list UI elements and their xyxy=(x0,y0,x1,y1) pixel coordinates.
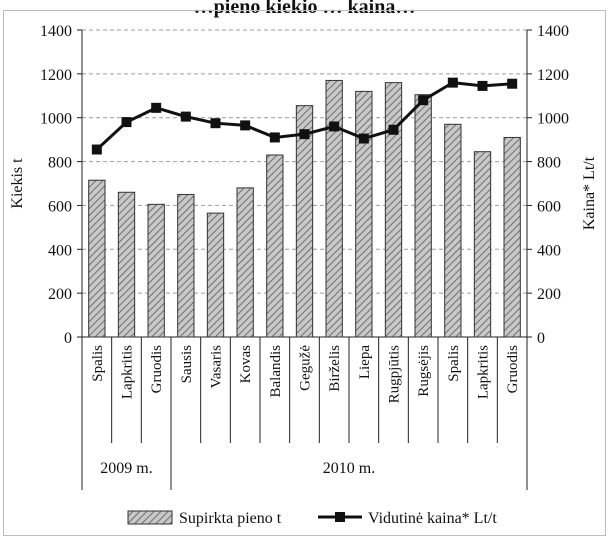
right-tick-label: 600 xyxy=(537,198,561,215)
right-tick-label: 800 xyxy=(537,155,561,172)
right-tick-label: 400 xyxy=(537,242,561,259)
right-tick-label: 1400 xyxy=(537,23,569,40)
line-point xyxy=(240,120,251,131)
bar xyxy=(88,179,106,338)
right-tick-label: 1000 xyxy=(537,111,569,128)
y-axis-title-left: Kiekis t xyxy=(9,158,26,209)
line-point xyxy=(151,102,162,113)
line-point xyxy=(210,118,221,129)
bar xyxy=(177,193,195,338)
left-tick-label: 200 xyxy=(48,286,72,303)
legend-bar-swatch xyxy=(127,510,173,525)
left-tick-label: 800 xyxy=(48,155,72,172)
right-tick-label: 1200 xyxy=(537,67,569,84)
left-tick-label: 600 xyxy=(48,198,72,215)
left-tick-label: 1400 xyxy=(40,23,72,40)
category-label: Balandis xyxy=(268,345,284,398)
category-label: Liepa xyxy=(357,345,373,379)
legend-line-marker xyxy=(335,512,345,522)
category-label: Vasaris xyxy=(209,345,225,388)
category-label: Gruodis xyxy=(149,345,165,393)
bar xyxy=(117,191,136,338)
group-label: 2010 m. xyxy=(323,460,375,477)
line-point xyxy=(418,95,429,106)
right-tick-label: 0 xyxy=(537,330,545,347)
left-tick-label: 0 xyxy=(64,330,72,347)
bar xyxy=(503,136,521,338)
bar xyxy=(414,94,432,338)
bar xyxy=(147,203,165,338)
category-label: Gruodis xyxy=(505,345,521,393)
bar xyxy=(473,151,492,338)
chart-border xyxy=(3,10,606,536)
bar xyxy=(295,105,314,338)
bar xyxy=(236,187,254,338)
category-label: Kovas xyxy=(238,345,254,383)
line-point xyxy=(358,133,369,144)
category-label: Gegužė xyxy=(298,345,314,391)
category-label: Birželis xyxy=(327,345,343,392)
left-tick-label: 1200 xyxy=(40,67,72,84)
line-point xyxy=(477,80,488,91)
line-point xyxy=(329,121,340,132)
line-point xyxy=(180,111,191,122)
legend-line-label: Vidutinė kaina* Lt/t xyxy=(368,510,497,527)
chart-title: …pieno kiekio … kaina… xyxy=(193,0,416,18)
bar xyxy=(206,212,225,338)
left-tick-label: 1000 xyxy=(40,111,72,128)
line-point xyxy=(299,129,310,140)
line-point xyxy=(447,77,458,88)
bar xyxy=(325,79,343,338)
legend-bar-label: Supirkta pieno t xyxy=(179,510,282,527)
right-tick-label: 200 xyxy=(537,286,561,303)
y-axis-title-right: Kaina* Lt/t xyxy=(581,156,598,230)
category-label: Spalis xyxy=(446,345,462,382)
category-label: Spalis xyxy=(90,345,106,382)
bar xyxy=(355,90,373,338)
bar xyxy=(384,82,403,338)
category-label: Lapkritis xyxy=(120,345,136,399)
line-point xyxy=(269,132,280,143)
line-point xyxy=(388,124,399,135)
category-label: Rugpjūtis xyxy=(387,345,403,404)
bar xyxy=(266,154,284,338)
category-label: Sausis xyxy=(179,345,195,384)
category-label: Rugsėjis xyxy=(416,345,432,397)
line-point xyxy=(91,144,102,155)
group-label: 2009 m. xyxy=(100,460,152,477)
category-label: Lapkritis xyxy=(476,345,492,399)
left-tick-label: 400 xyxy=(48,242,72,259)
line-point xyxy=(507,78,518,89)
bar xyxy=(444,123,462,338)
line-point xyxy=(121,117,132,128)
